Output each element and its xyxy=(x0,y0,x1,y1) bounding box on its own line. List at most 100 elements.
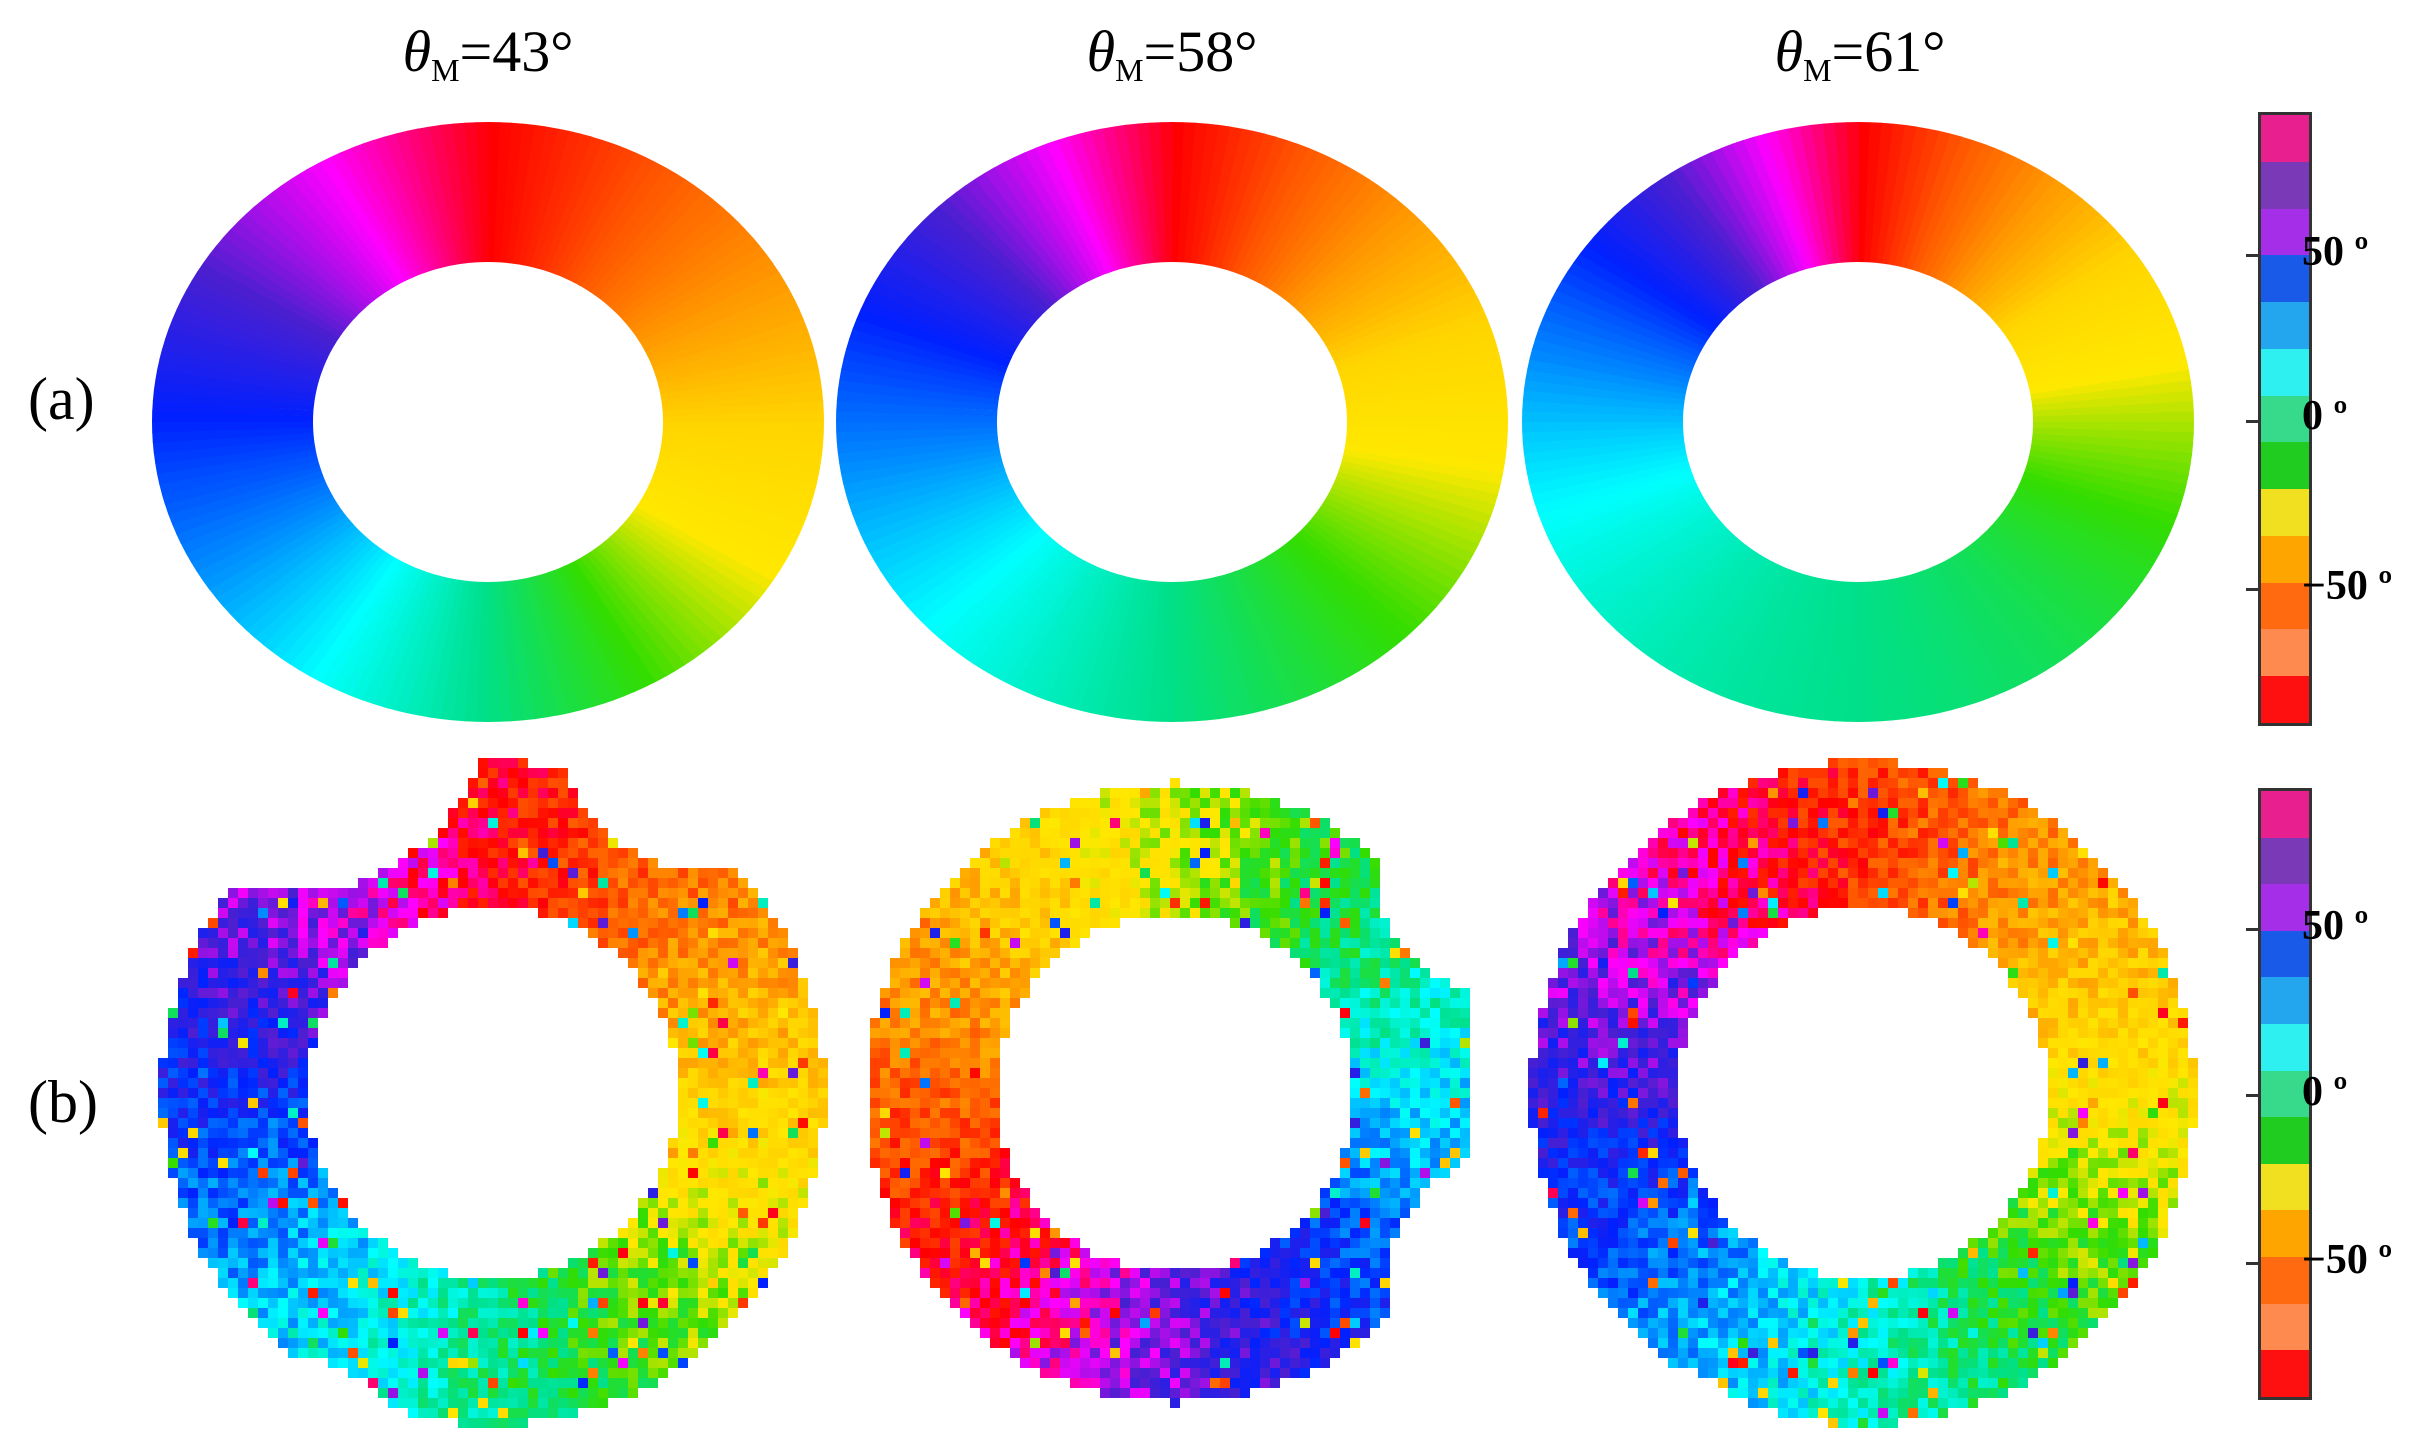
measured-pixel xyxy=(618,1328,628,1338)
measured-pixel xyxy=(298,948,308,958)
measured-pixel xyxy=(1020,1278,1030,1288)
measured-pixel xyxy=(538,1368,548,1378)
measured-pixel xyxy=(168,1008,178,1018)
measured-pixel xyxy=(198,1028,208,1038)
measured-pixel xyxy=(288,1088,298,1098)
measured-pixel xyxy=(758,1228,768,1238)
measured-pixel xyxy=(1450,998,1460,1008)
measured-pixel xyxy=(1170,828,1180,838)
measured-pixel xyxy=(708,1108,718,1118)
measured-pixel xyxy=(1270,1328,1280,1338)
measured-pixel xyxy=(628,1228,638,1238)
measured-pixel xyxy=(1280,868,1290,878)
measured-pixel xyxy=(758,978,768,988)
measured-pixel xyxy=(658,1188,668,1198)
measured-pixel xyxy=(398,1368,408,1378)
ring-sector xyxy=(1305,520,1437,616)
measured-pixel xyxy=(248,1148,258,1158)
ring-sector xyxy=(2017,481,2170,545)
measured-pixel xyxy=(1140,788,1150,798)
ring-sector xyxy=(559,147,636,279)
measured-pixel xyxy=(818,1068,828,1078)
measured-pixel xyxy=(698,1238,708,1248)
measured-pixel xyxy=(1280,928,1290,938)
measured-pixel xyxy=(1370,998,1380,1008)
measured-pixel xyxy=(688,1238,698,1248)
measured-pixel xyxy=(628,958,638,968)
measured-pixel xyxy=(788,1228,798,1238)
measured-pixel xyxy=(708,1168,718,1178)
measured-pixel xyxy=(1928,858,1938,868)
measured-pixel xyxy=(1130,1288,1140,1298)
measured-pixel xyxy=(398,1308,408,1318)
measured-pixel xyxy=(688,1168,698,1178)
measured-pixel xyxy=(638,868,648,878)
measured-pixel xyxy=(1210,1368,1220,1378)
measured-pixel xyxy=(198,1218,208,1228)
ring-sector xyxy=(1214,575,1265,714)
measured-pixel xyxy=(1370,1128,1380,1138)
measured-pixel xyxy=(298,1298,308,1308)
measured-pixel xyxy=(940,1158,950,1168)
measured-pixel xyxy=(358,938,368,948)
measured-pixel xyxy=(348,1338,358,1348)
measured-pixel xyxy=(1040,1358,1050,1368)
measured-pixel xyxy=(208,1168,218,1178)
measured-pixel xyxy=(1270,858,1280,868)
measured-pixel xyxy=(1310,1348,1320,1358)
measured-pixel xyxy=(768,1028,778,1038)
measured-pixel xyxy=(318,968,328,978)
measured-pixel xyxy=(268,958,278,968)
measured-pixel xyxy=(1978,818,1988,828)
ring-sector xyxy=(429,579,464,720)
measured-pixel xyxy=(568,1328,578,1338)
measured-pixel xyxy=(518,878,528,888)
measured-pixel xyxy=(268,1318,278,1328)
measured-pixel xyxy=(758,1058,768,1068)
measured-pixel xyxy=(1360,878,1370,888)
measured-pixel xyxy=(1350,1078,1360,1088)
measured-pixel xyxy=(548,838,558,848)
measured-pixel xyxy=(658,1168,668,1178)
measured-pixel xyxy=(708,898,718,908)
measured-pixel xyxy=(1440,1128,1450,1138)
measured-pixel xyxy=(1818,778,1828,788)
ring-sector xyxy=(429,124,464,265)
measured-pixel xyxy=(508,788,518,798)
measured-pixel xyxy=(658,928,668,938)
measured-pixel xyxy=(288,1108,298,1118)
measured-pixel xyxy=(498,778,508,788)
measured-pixel xyxy=(1460,1118,1470,1128)
measured-pixel xyxy=(1260,908,1270,918)
measured-pixel xyxy=(1180,1318,1190,1328)
measured-pixel xyxy=(288,1298,298,1308)
measured-pixel xyxy=(1330,1288,1340,1298)
measured-pixel xyxy=(278,1208,288,1218)
measured-pixel xyxy=(1050,1228,1060,1238)
measured-pixel xyxy=(698,888,708,898)
measured-pixel xyxy=(1698,838,1708,848)
measured-pixel xyxy=(900,998,910,1008)
measured-pixel xyxy=(528,1298,538,1308)
measured-pixel xyxy=(1360,1298,1370,1308)
measured-pixel xyxy=(1360,1128,1370,1138)
measured-pixel xyxy=(1160,1268,1170,1278)
ring-sector xyxy=(172,476,326,535)
measured-pixel xyxy=(568,858,578,868)
measured-pixel xyxy=(198,1018,208,1028)
measured-pixel xyxy=(1210,858,1220,868)
measured-pixel xyxy=(1430,1118,1440,1128)
measured-pixel xyxy=(1120,818,1130,828)
measured-pixel xyxy=(1030,1298,1040,1308)
measured-pixel xyxy=(278,1308,288,1318)
ring-sector xyxy=(1259,162,1351,287)
measured-pixel xyxy=(528,1288,538,1298)
measured-pixel xyxy=(428,1318,438,1328)
measured-pixel xyxy=(678,1098,688,1108)
measured-pixel xyxy=(1250,1278,1260,1288)
ring-sector xyxy=(1329,487,1479,554)
measured-pixel xyxy=(2018,838,2028,848)
measured-pixel xyxy=(338,1358,348,1368)
measured-pixel xyxy=(1150,788,1160,798)
measured-pixel xyxy=(1050,1238,1060,1248)
